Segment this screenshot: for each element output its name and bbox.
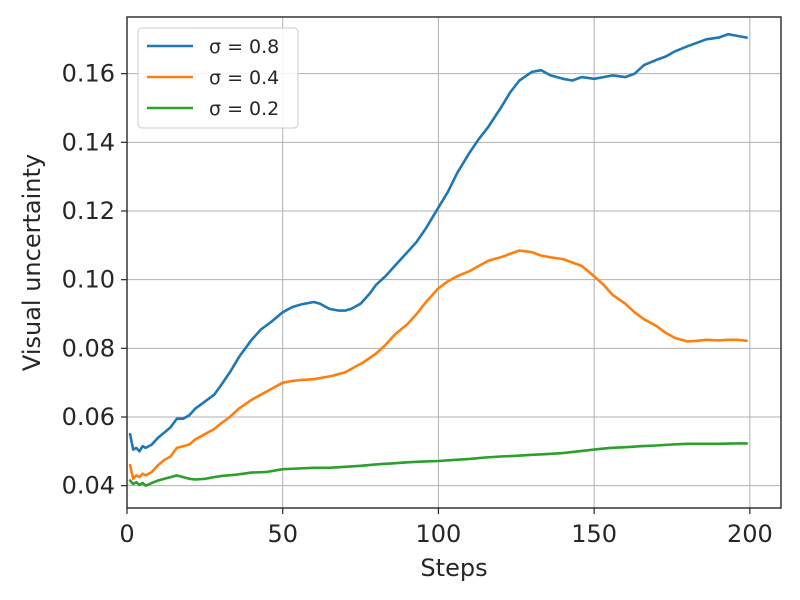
series-line-2	[128, 442, 748, 487]
x-tick-label: 0	[119, 520, 134, 548]
tick-labels: 0 50 100 150 200 0.04 0.06 0.08 0.10 0.12 0.14 0.16	[62, 60, 773, 548]
y-tick-label: 0.14	[62, 128, 115, 156]
y-tick-label: 0.06	[62, 403, 115, 431]
y-tick-label: 0.04	[62, 472, 115, 500]
x-tick-label: 150	[571, 520, 617, 548]
x-tick-label: 100	[416, 520, 462, 548]
x-tick-label: 200	[727, 520, 773, 548]
legend-box	[137, 27, 299, 129]
y-tick-label: 0.08	[62, 334, 115, 362]
series-layer	[128, 32, 748, 487]
x-axis-label: Steps	[420, 554, 487, 582]
x-tick-label: 50	[267, 520, 298, 548]
legend-label-2: σ = 0.2	[209, 98, 279, 120]
y-tick-label: 0.16	[62, 60, 115, 88]
axes-frame	[126, 16, 782, 509]
y-axis-label: Visual uncertainty	[18, 154, 46, 371]
series-line-0	[128, 32, 748, 453]
series-line-1	[128, 249, 748, 481]
y-tick-label: 0.12	[62, 197, 115, 225]
legend: σ = 0.8 σ = 0.4 σ = 0.2	[137, 27, 299, 129]
legend-label-1: σ = 0.4	[209, 67, 279, 89]
legend-label-0: σ = 0.8	[209, 36, 279, 58]
ticks	[121, 73, 751, 514]
y-tick-label: 0.10	[62, 266, 115, 294]
